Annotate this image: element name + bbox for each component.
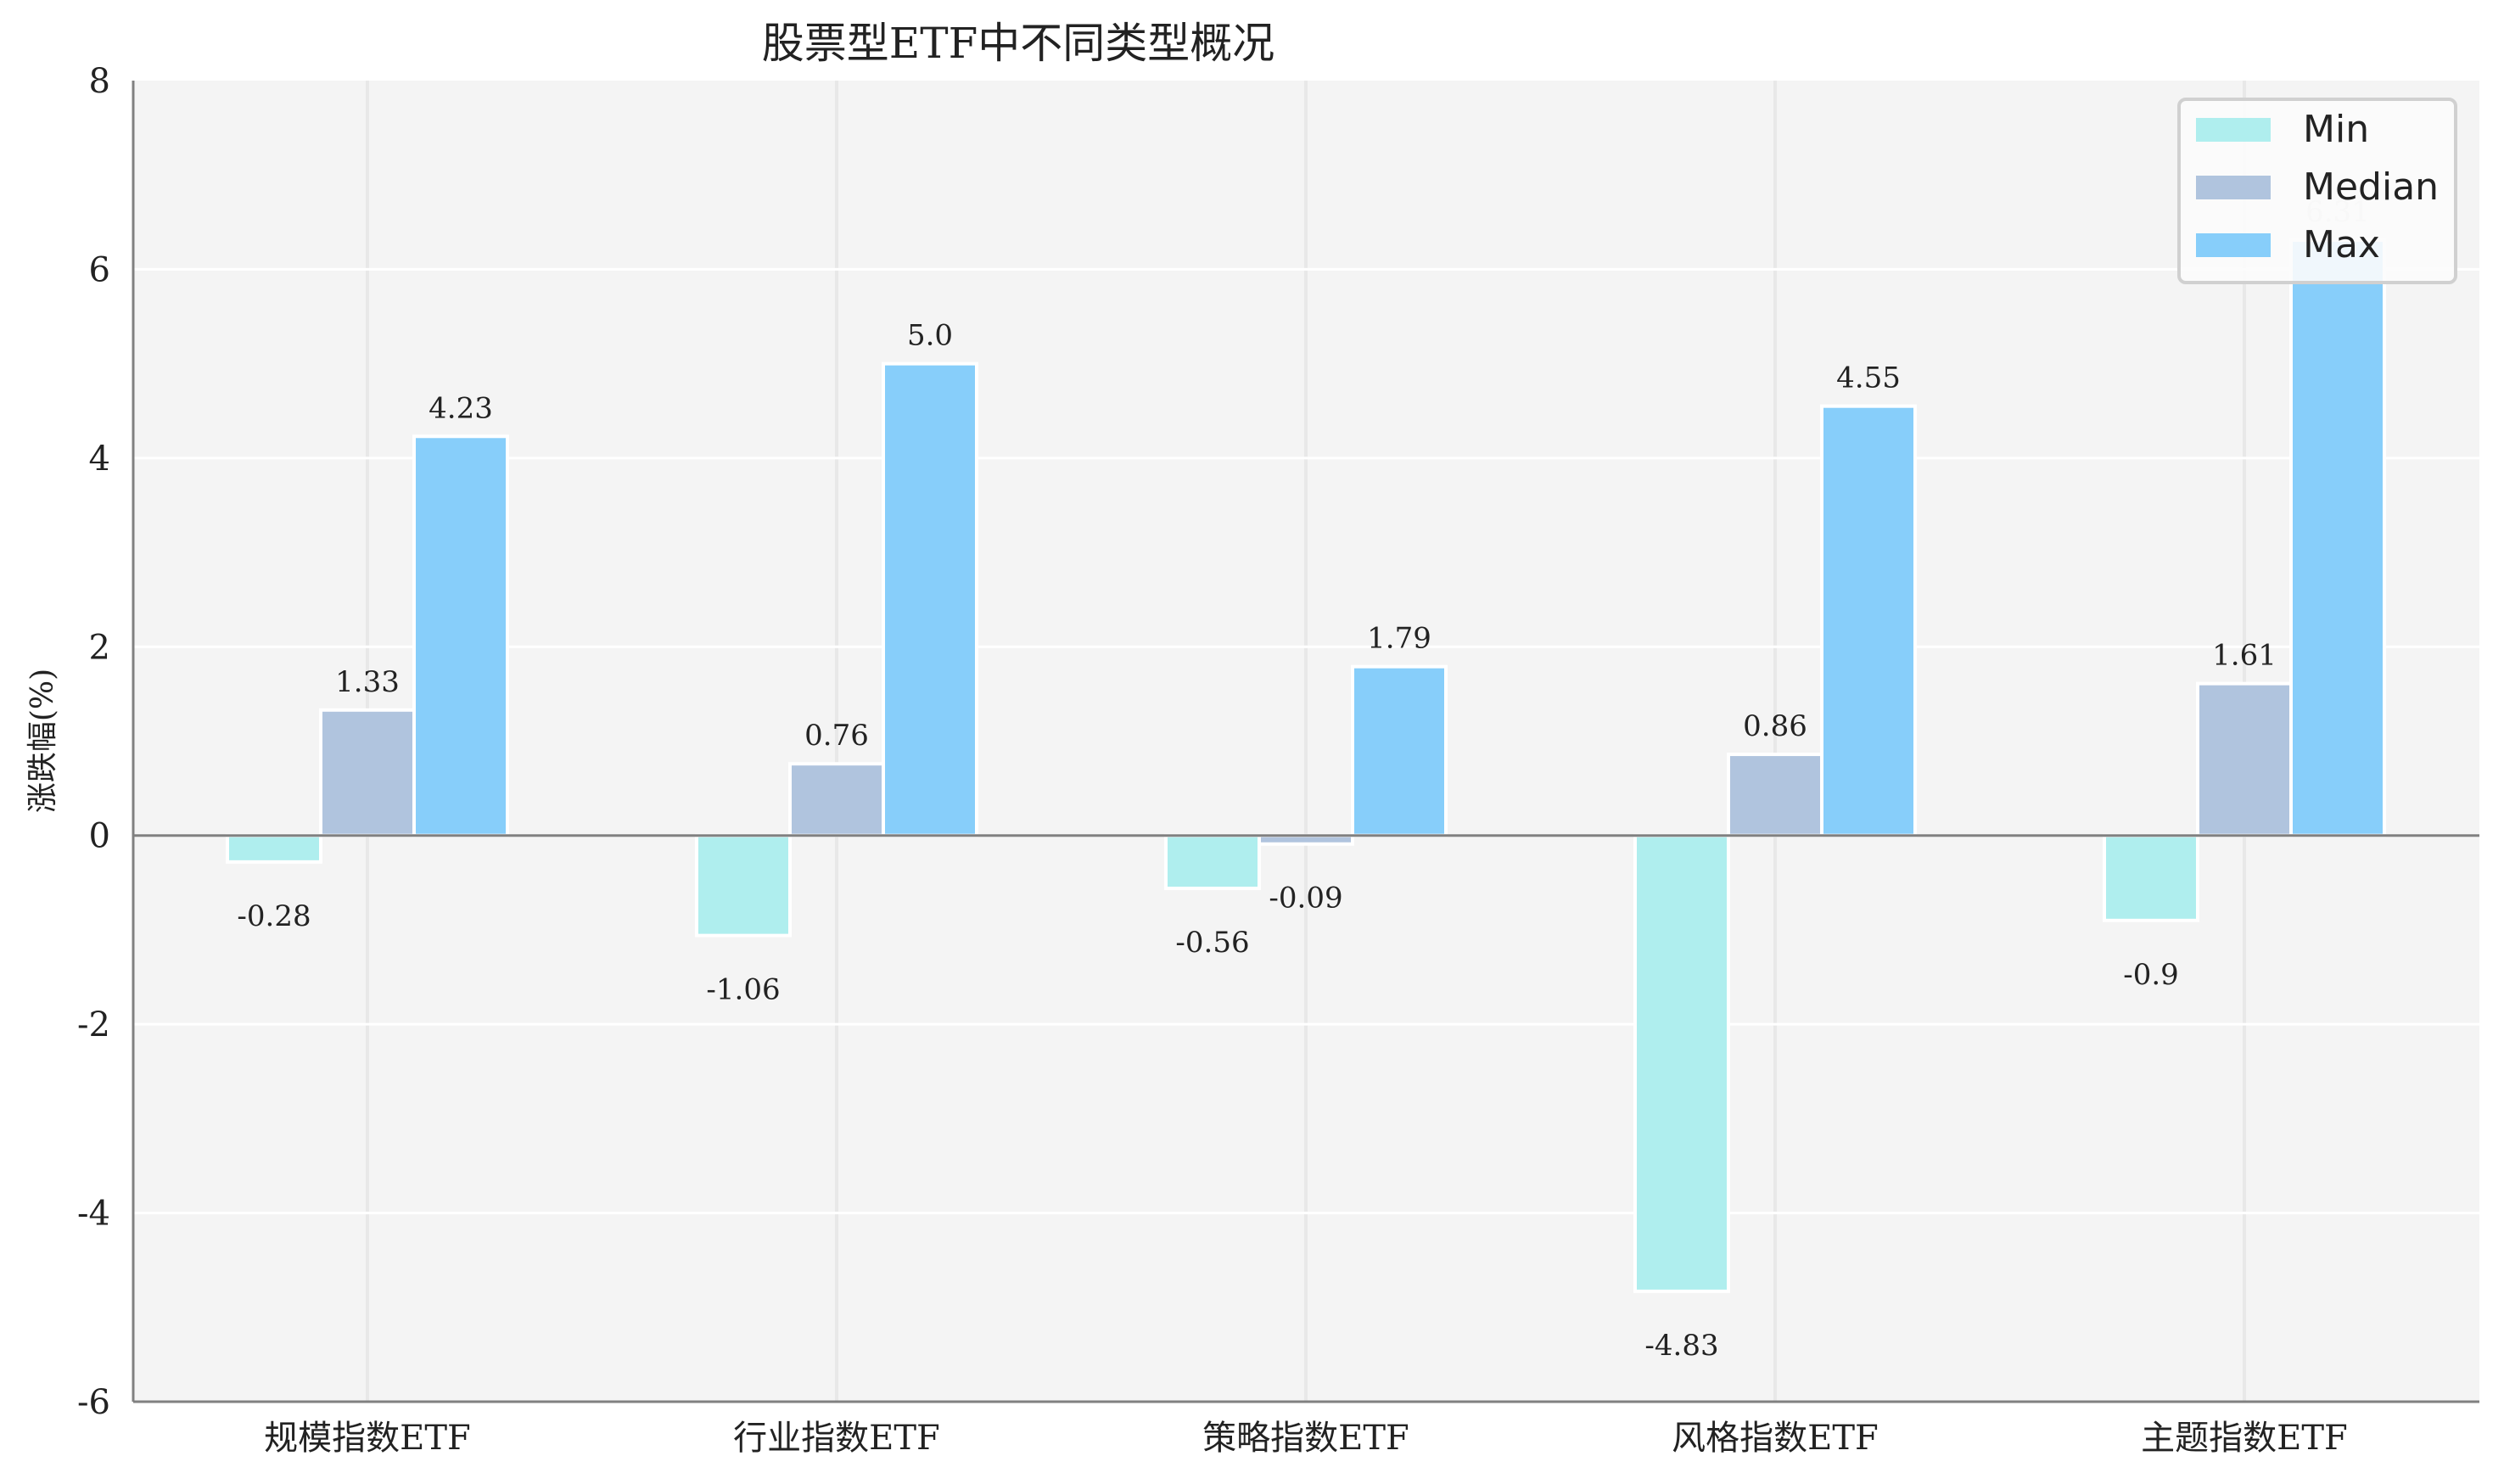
bar-median [1727, 753, 1823, 837]
legend-swatch-min [2196, 118, 2271, 142]
bar-max [1351, 664, 1448, 837]
legend: Min Median Max [2177, 98, 2457, 284]
legend-label: Min [2303, 108, 2369, 151]
x-tick-label: 主题指数ETF [2141, 1419, 2348, 1458]
legend-swatch-median [2196, 176, 2271, 199]
bar-value-label: 4.23 [429, 391, 493, 425]
legend-label: Max [2303, 223, 2380, 266]
bar-value-label: 4.55 [1836, 361, 1901, 395]
chart-title: 股票型ETF中不同类型概况 [762, 19, 1275, 68]
bar-min [1164, 833, 1261, 890]
bar-median [788, 762, 885, 837]
bar-min [2103, 833, 2199, 922]
legend-swatch-max [2196, 233, 2271, 257]
bar-value-label: 1.79 [1367, 622, 1431, 656]
bar-value-label: 0.76 [804, 719, 869, 753]
vertical-gridlines [366, 81, 2246, 1402]
bar-value-label: 1.33 [335, 665, 400, 699]
x-tick-label: 规模指数ETF [264, 1419, 471, 1458]
y-tick-label: 4 [89, 440, 110, 479]
bar-value-label: -0.56 [1175, 926, 1249, 960]
y-tick-label: 0 [89, 817, 110, 856]
bar-min [1633, 833, 1730, 1293]
bar-value-label: 5.0 [907, 319, 953, 353]
y-axis-label: 涨跌幅(%) [25, 669, 60, 813]
x-tick-label: 行业指数ETF [733, 1419, 940, 1458]
bar-max [2289, 238, 2386, 837]
bar-max [882, 361, 978, 837]
y-tick-label: -6 [77, 1383, 110, 1422]
y-axis-ticks: -6 -4 -2 0 2 4 6 8 [77, 62, 110, 1422]
y-tick-label: 2 [89, 628, 110, 667]
legend-label: Median [2303, 165, 2439, 209]
bar-min [695, 833, 792, 938]
bar-median [2196, 681, 2293, 837]
y-tick-label: 6 [89, 250, 110, 289]
bar-max [1820, 404, 1917, 837]
bar-value-label: 0.86 [1743, 709, 1807, 743]
bar-max [412, 434, 509, 837]
bar-value-label: -0.9 [2123, 958, 2179, 992]
bar-value-label: -4.83 [1644, 1329, 1718, 1363]
bar-value-label: -0.09 [1269, 882, 1342, 916]
y-tick-label: 8 [89, 62, 110, 101]
bar-median [319, 708, 416, 837]
x-tick-label: 风格指数ETF [1672, 1419, 1879, 1458]
bar-series [226, 238, 2386, 1293]
y-tick-label: -4 [77, 1195, 110, 1234]
y-tick-label: -2 [77, 1005, 110, 1044]
bar-value-label: 1.61 [2212, 639, 2277, 673]
bar-min [226, 833, 322, 864]
bar-median [1258, 833, 1354, 846]
bar-value-label: -1.06 [706, 973, 780, 1007]
x-axis-ticks: 规模指数ETF 行业指数ETF 策略指数ETF 风格指数ETF 主题指数ETF [264, 1419, 2348, 1458]
bar-value-label: -0.28 [237, 899, 311, 933]
x-tick-label: 策略指数ETF [1202, 1419, 1409, 1458]
